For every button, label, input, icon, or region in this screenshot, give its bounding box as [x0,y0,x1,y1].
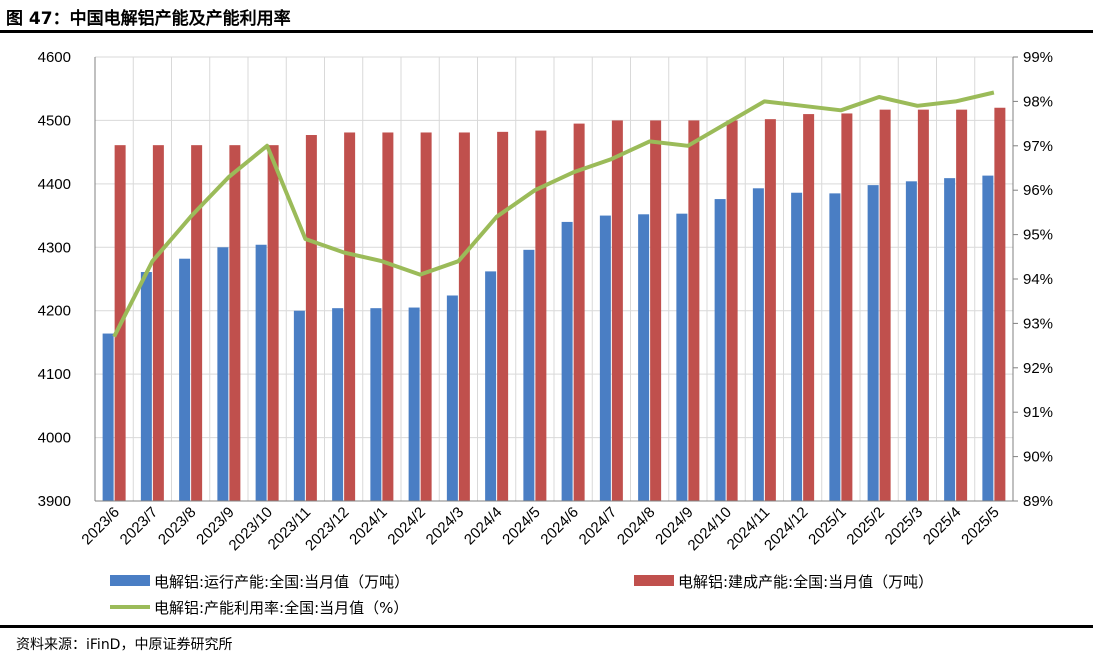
built-capacity-bar [497,131,509,502]
left-tick-label: 4200 [38,303,71,320]
built-capacity-bar [879,109,891,501]
left-tick-label: 4100 [38,366,71,383]
right-tick-label: 92% [1023,360,1053,377]
running-capacity-bar [867,185,879,501]
running-capacity-bar [408,307,420,501]
left-tick-label: 4400 [38,176,71,193]
right-tick-label: 89% [1023,493,1053,510]
category-label: 2024/6 [537,504,581,548]
left-tick-label: 4300 [38,239,71,256]
built-capacity-bar [841,113,853,502]
category-label: 2025/4 [920,504,964,548]
running-capacity-bar [255,244,267,501]
built-capacity-bar [726,120,738,501]
category-label: 2024/8 [614,504,658,548]
built-capacity-bar [535,130,547,501]
running-capacity-bar [714,199,726,501]
running-capacity-bar [791,192,803,502]
right-tick-label: 95% [1023,227,1053,244]
running-capacity-bar [944,178,956,502]
right-tick-label: 93% [1023,315,1053,332]
right-tick-label: 99% [1023,49,1053,66]
category-label: 2025/5 [958,504,1002,548]
category-label: 2024/4 [461,504,505,548]
running-capacity-bar [982,175,994,501]
utilization-line [112,90,995,338]
line-layer [112,90,995,338]
legend-running-capacity-swatch [110,575,150,586]
built-capacity-bar [458,132,470,502]
built-capacity-bar [191,145,203,501]
built-capacity-bar [152,145,164,501]
legend-built-capacity-label: 电解铝:建成产能:全国:当月值（万吨） [678,573,933,591]
category-label: 2023/6 [78,504,122,548]
running-capacity-bar [140,272,152,501]
legend-utilization-label: 电解铝:产能利用率:全国:当月值（%） [154,599,408,617]
category-label: 2023/7 [117,504,161,548]
category-label: 2025/1 [805,504,849,548]
running-capacity-bar [370,308,382,501]
source-note: 资料来源：iFinD，中原证券研究所 [16,637,233,653]
category-label: 2024/1 [346,504,390,548]
legend: 电解铝:运行产能:全国:当月值（万吨） 电解铝:建成产能:全国:当月值（万吨） 电解… [110,573,933,617]
bars-layer [102,107,1006,502]
running-capacity-bar [485,271,497,501]
right-tick-label: 90% [1023,449,1053,466]
category-label: 2023/8 [155,504,199,548]
built-capacity-bar [917,109,929,501]
category-label: 2024/3 [423,504,467,548]
running-capacity-bar [523,249,535,501]
built-capacity-bar [803,114,815,501]
running-capacity-bar [293,310,305,501]
gridlines [94,56,1014,502]
category-label: 2025/3 [882,504,926,548]
built-capacity-bar [267,145,279,501]
running-capacity-bar [905,181,917,501]
category-label: 2024/2 [384,504,428,548]
built-capacity-bar [420,132,432,502]
top-rule [0,30,1093,33]
legend-built-capacity-swatch [634,575,674,586]
legend-running-capacity-label: 电解铝:运行产能:全国:当月值（万吨） [154,573,409,591]
left-tick-label: 4600 [38,49,71,66]
right-tick-label: 97% [1023,138,1053,155]
built-capacity-bar [573,123,585,501]
running-capacity-bar [752,188,764,501]
running-capacity-bar [638,214,650,501]
right-tick-label: 96% [1023,182,1053,199]
left-tick-label: 3900 [38,493,71,510]
figure-title: 图 47：中国电解铝产能及产能利用率 [6,9,291,29]
built-capacity-bar [382,132,394,502]
built-capacity-bar [229,145,241,501]
running-capacity-bar [829,193,841,501]
right-tick-label: 98% [1023,93,1053,110]
built-capacity-bar [611,120,623,501]
built-capacity-bar [956,109,968,501]
built-capacity-bar [305,135,317,501]
built-capacity-bar [688,120,700,501]
left-tick-label: 4000 [38,430,71,447]
built-capacity-bar [764,119,776,501]
right-tick-label: 94% [1023,271,1053,288]
running-capacity-bar [102,333,114,501]
left-tick-label: 4500 [38,112,71,129]
built-capacity-bar [994,107,1006,501]
built-capacity-bar [650,120,662,501]
category-label: 2024/7 [576,504,620,548]
right-tick-label: 91% [1023,404,1053,421]
bottom-rule [0,625,1093,628]
category-label: 2025/2 [843,504,887,548]
running-capacity-bar [217,247,229,501]
running-capacity-bar [561,221,573,501]
running-capacity-bar [599,215,611,502]
running-capacity-bar [179,258,191,501]
running-capacity-bar [332,308,344,501]
category-label: 2024/5 [499,504,543,548]
built-capacity-bar [344,132,356,502]
running-capacity-bar [446,295,458,501]
running-capacity-bar [676,213,688,501]
